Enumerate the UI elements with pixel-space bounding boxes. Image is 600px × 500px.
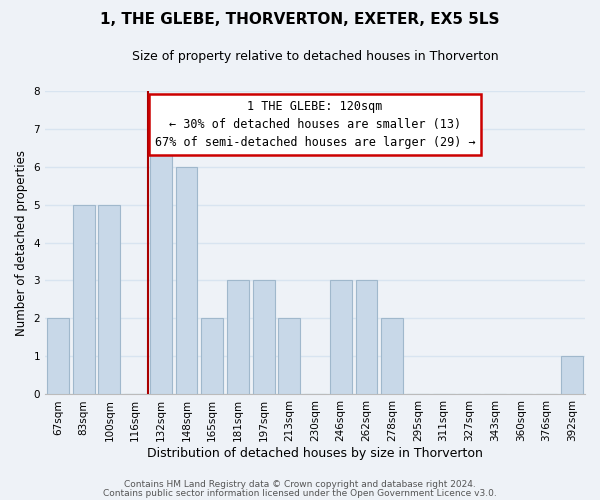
- Bar: [278, 318, 300, 394]
- Bar: [381, 318, 403, 394]
- Bar: [176, 166, 197, 394]
- Y-axis label: Number of detached properties: Number of detached properties: [15, 150, 28, 336]
- Title: Size of property relative to detached houses in Thorverton: Size of property relative to detached ho…: [132, 50, 499, 63]
- Text: Contains HM Land Registry data © Crown copyright and database right 2024.: Contains HM Land Registry data © Crown c…: [124, 480, 476, 489]
- X-axis label: Distribution of detached houses by size in Thorverton: Distribution of detached houses by size …: [147, 447, 483, 460]
- Bar: [98, 204, 120, 394]
- Bar: [227, 280, 249, 394]
- Text: 1 THE GLEBE: 120sqm
← 30% of detached houses are smaller (13)
67% of semi-detach: 1 THE GLEBE: 120sqm ← 30% of detached ho…: [155, 100, 475, 148]
- Bar: [330, 280, 352, 394]
- Bar: [47, 318, 69, 394]
- Bar: [73, 204, 95, 394]
- Text: 1, THE GLEBE, THORVERTON, EXETER, EX5 5LS: 1, THE GLEBE, THORVERTON, EXETER, EX5 5L…: [100, 12, 500, 28]
- Bar: [356, 280, 377, 394]
- Bar: [201, 318, 223, 394]
- Text: Contains public sector information licensed under the Open Government Licence v3: Contains public sector information licen…: [103, 488, 497, 498]
- Bar: [561, 356, 583, 395]
- Bar: [253, 280, 275, 394]
- Bar: [150, 128, 172, 394]
